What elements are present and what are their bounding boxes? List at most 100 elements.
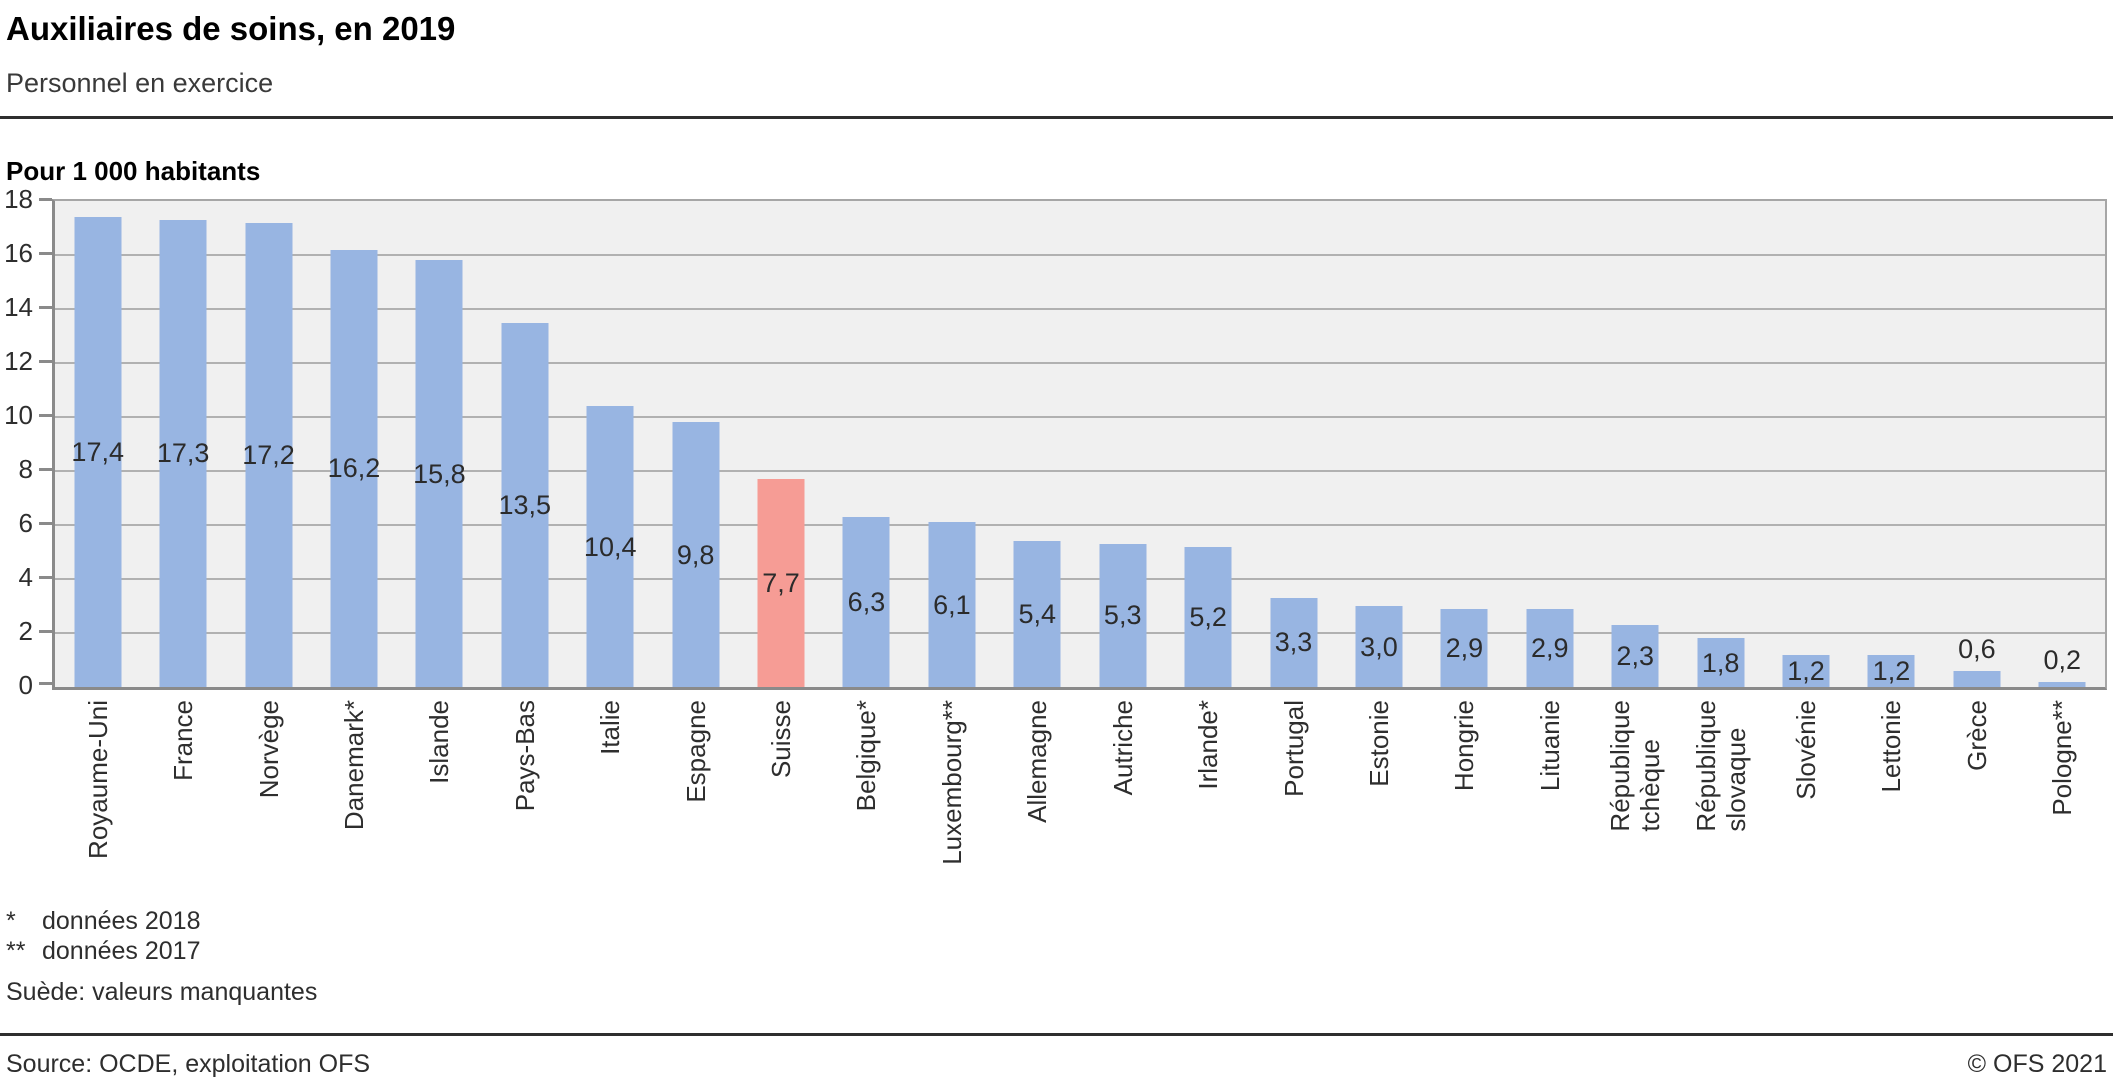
- x-axis-label-republique-slovaque: République slovaque: [1690, 700, 1751, 832]
- bar-lituanie: [1526, 608, 1574, 687]
- x-axis-label-portugal: Portugal: [1278, 700, 1309, 797]
- bar-pays-bas: [501, 322, 549, 687]
- bar-value-label-estonie: 3,0: [1360, 631, 1398, 662]
- bar-value-label-autriche: 5,3: [1103, 600, 1142, 631]
- bar-lettonie: [1867, 654, 1915, 687]
- source-text: Source: OCDE, exploitation OFS: [6, 1050, 371, 1078]
- bar-hongrie: [1440, 608, 1488, 687]
- y-tick-label-4: 4: [18, 562, 33, 592]
- x-axis-label-lettonie: Lettonie: [1876, 700, 1907, 793]
- plot-area: 17,4 17,3 17,2 16,2 15,8 13,5 10,4 9,8 7,7 6,3 6,1…: [52, 199, 2107, 690]
- bar-value-label-pays-bas: 13,5: [498, 489, 552, 520]
- bar-value-label-allemagne: 5,4: [1018, 599, 1057, 630]
- x-axis-label-estonie: Estonie: [1363, 700, 1394, 787]
- y-tick-mark-16: [39, 251, 52, 255]
- bar-norvege: [245, 222, 293, 687]
- bar-value-label-republique-slovaque: 1,8: [1701, 647, 1740, 678]
- bar-value-label-royaume-uni: 17,4: [71, 437, 124, 468]
- gridline-8: [55, 470, 2105, 472]
- y-axis: 0 2 4 6 8 10 12 14 16 18: [4, 186, 52, 698]
- bar-irlande: [1184, 546, 1232, 687]
- y-axis-unit-label: Pour 1 000 habitants: [6, 156, 261, 186]
- x-axis-label-belgique: Belgique*: [851, 700, 882, 812]
- x-axis-label-irlande: Irlande*: [1193, 700, 1224, 790]
- chart: 0 2 4 6 8 10 12 14 16 18 17,4 17,3 17,2 16,2 15,8 13,5…: [4, 186, 2107, 698]
- footnote-marker: **: [6, 937, 26, 965]
- footer: Source: OCDE, exploitation OFS © OFS 202…: [6, 1049, 2107, 1079]
- y-tick-mark-8: [39, 467, 52, 471]
- y-tick-mark-12: [39, 359, 52, 363]
- y-tick-label-14: 14: [4, 292, 33, 322]
- bar-republique-tcheque: [1611, 624, 1659, 687]
- bar-danemark: [330, 249, 378, 687]
- y-tick-mark-4: [39, 575, 52, 579]
- bar-value-label-grece: 0,6: [1958, 633, 1996, 664]
- bar-luxembourg: [928, 522, 976, 687]
- footer-divider: [0, 1033, 2113, 1036]
- header-divider: [0, 116, 2113, 119]
- bar-slovenie: [1782, 654, 1830, 687]
- bar-grece: [1953, 670, 2001, 687]
- x-axis-label-norvege: Norvège: [253, 700, 284, 799]
- bar-portugal: [1270, 597, 1318, 687]
- y-tick-label-0: 0: [18, 670, 33, 700]
- bar-estonie: [1355, 606, 1403, 687]
- bar-italie: [586, 406, 634, 687]
- x-axis-label-republique-tcheque: République tchèque: [1605, 700, 1666, 832]
- bar-value-label-luxembourg: 6,1: [933, 589, 971, 620]
- x-axis-label-espagne: Espagne: [680, 700, 711, 803]
- bar-value-label-republique-tcheque: 2,3: [1616, 640, 1654, 671]
- y-tick-mark-6: [39, 521, 52, 525]
- bar-value-label-slovenie: 1,2: [1787, 655, 1825, 686]
- y-tick-label-16: 16: [4, 238, 33, 268]
- gridline-6: [55, 524, 2105, 526]
- chart-title: Auxiliaires de soins, en 2019: [6, 10, 456, 47]
- bar-islande: [415, 260, 463, 687]
- footnotes: * données 2018 ** données 2017: [6, 906, 2107, 966]
- copyright-text: © OFS 2021: [1967, 1050, 2107, 1078]
- bar-royaume-uni: [74, 217, 122, 687]
- x-axis-label-france: France: [168, 700, 199, 781]
- bar-value-label-danemark: 16,2: [327, 453, 381, 484]
- y-tick-mark-10: [39, 413, 52, 417]
- y-tick-label-18: 18: [4, 184, 33, 214]
- x-axis-label-italie: Italie: [595, 700, 626, 755]
- bar-pologne: [2038, 681, 2086, 687]
- x-axis-label-hongrie: Hongrie: [1449, 700, 1480, 792]
- y-tick-label-6: 6: [18, 508, 33, 538]
- bar-value-label-espagne: 9,8: [676, 539, 715, 570]
- x-axis-label-luxembourg: Luxembourg**: [936, 700, 967, 865]
- x-axis-label-suisse: Suisse: [766, 700, 797, 779]
- bar-value-label-lituanie: 2,9: [1531, 632, 1569, 663]
- x-axis-label-pologne: Pologne**: [2047, 700, 2078, 816]
- x-axis-label-danemark: Danemark*: [338, 700, 369, 831]
- gridline-4: [55, 578, 2105, 580]
- x-axis-label-royaume-uni: Royaume-Uni: [82, 700, 113, 859]
- bar-value-label-norvege: 17,2: [242, 439, 295, 470]
- y-tick-mark-2: [39, 629, 52, 633]
- x-axis-label-grece: Grèce: [1961, 700, 1992, 771]
- x-axis-label-allemagne: Allemagne: [1022, 700, 1053, 823]
- gridline-14: [55, 308, 2105, 310]
- bar-value-label-lettonie: 1,2: [1872, 655, 1911, 686]
- chart-subtitle: Personnel en exercice: [6, 68, 274, 98]
- bar-espagne: [672, 422, 720, 687]
- bar-republique-slovaque: [1697, 638, 1745, 687]
- x-axis-label-autriche: Autriche: [1107, 700, 1138, 796]
- x-axis-label-slovenie: Slovénie: [1791, 700, 1822, 800]
- bar-value-label-hongrie: 2,9: [1445, 632, 1484, 663]
- x-axis-label-lituanie: Lituanie: [1534, 700, 1565, 792]
- gridline-10: [55, 416, 2105, 418]
- footnote-row: * données 2018: [6, 906, 2107, 936]
- bar-value-label-pologne: 0,2: [2043, 644, 2082, 675]
- bar-value-label-belgique: 6,3: [847, 586, 886, 617]
- bar-value-label-italie: 10,4: [583, 531, 637, 562]
- gridline-12: [55, 362, 2105, 364]
- footnote-row: ** données 2017: [6, 936, 2107, 966]
- bar-allemagne: [1013, 541, 1061, 687]
- x-axis-labels: Royaume-Uni France Norvège Danemark* Islande…: [55, 690, 2105, 896]
- bar-belgique: [842, 516, 890, 687]
- y-tick-label-10: 10: [4, 400, 33, 430]
- bar-value-label-islande: 15,8: [413, 458, 466, 489]
